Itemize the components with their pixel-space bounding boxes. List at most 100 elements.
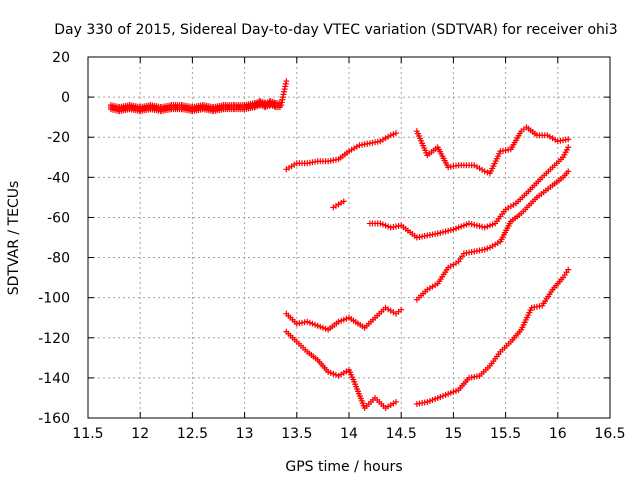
x-tick-label: 15.5 (490, 426, 521, 442)
data-point (547, 184, 554, 191)
data-point (496, 150, 503, 157)
data-point (450, 226, 457, 233)
data-point (495, 351, 502, 358)
x-tick-label: 11.5 (72, 426, 103, 442)
data-point (322, 158, 329, 165)
data-point (444, 162, 451, 169)
x-tick-label: 13.5 (281, 426, 312, 442)
data-point (432, 145, 439, 152)
data-point (312, 355, 319, 362)
data-point (312, 158, 319, 165)
data-point (489, 221, 496, 228)
tick-labels: 11.5 12 12.5 13 13.5 14 14.5 15 15.5 16 16.5 20 0 -20… (38, 50, 625, 442)
data-point (484, 223, 491, 230)
data-point (484, 169, 491, 176)
data-point (552, 136, 559, 143)
data-point (471, 221, 478, 228)
y-tick-label: -140 (38, 371, 70, 387)
data-point (323, 366, 330, 373)
x-tick-label: 12.5 (177, 426, 208, 442)
data-point (484, 245, 491, 252)
data-point (385, 133, 392, 140)
data-point (411, 232, 418, 239)
y-tick-label: -80 (47, 251, 70, 267)
data-point (317, 323, 324, 330)
data-point (557, 156, 564, 163)
data-point (338, 199, 345, 206)
data-point (395, 308, 402, 315)
data-point (343, 368, 350, 375)
data-point (468, 221, 475, 228)
data-point (479, 247, 486, 254)
data-point (445, 227, 452, 234)
data-point (350, 376, 357, 383)
data-point (276, 104, 283, 111)
data-point (332, 156, 339, 163)
data-point (563, 146, 570, 153)
data-point (301, 160, 308, 167)
data-point (309, 320, 316, 327)
data-point (301, 319, 308, 326)
y-tick-label: 0 (61, 90, 70, 106)
data-point (370, 316, 377, 323)
data-point (432, 282, 439, 289)
data-point (291, 336, 298, 343)
data-point (459, 253, 466, 260)
data-point (453, 225, 460, 232)
data-point (343, 149, 350, 156)
data-point (453, 162, 460, 169)
y-tick-label: -100 (38, 291, 70, 307)
data-point (466, 220, 473, 227)
data-point (486, 222, 493, 229)
data-point (382, 222, 389, 229)
data-point (531, 196, 538, 203)
data-point (319, 324, 326, 331)
data-point (548, 288, 555, 295)
data-point (563, 269, 570, 276)
data-point (494, 240, 501, 247)
data-point (291, 318, 298, 325)
data-point (392, 130, 399, 137)
data-point (505, 146, 512, 153)
data-point (521, 192, 528, 199)
data-point (557, 175, 564, 182)
data-point (536, 303, 543, 310)
data-point (541, 132, 548, 139)
data-point (476, 223, 483, 230)
data-point (322, 325, 329, 332)
data-point (282, 80, 289, 87)
data-point (479, 223, 486, 230)
chart-title: Day 330 of 2015, Sidereal Day-to-day VTE… (54, 22, 617, 38)
data-point (463, 221, 470, 228)
data-point (306, 319, 313, 326)
plot-frame (87, 56, 611, 419)
data-point (327, 369, 334, 376)
data-point (421, 232, 428, 239)
data-point (390, 400, 397, 407)
data-point (333, 320, 340, 327)
y-tick-label: -40 (47, 170, 70, 186)
data-point (423, 149, 430, 156)
data-point (340, 316, 347, 323)
x-tick-label: 14 (340, 426, 358, 442)
data-point (479, 166, 486, 173)
y-tick-label: -60 (47, 210, 70, 226)
data-point (374, 220, 381, 227)
data-point (437, 229, 444, 236)
y-tick-label: 20 (52, 50, 70, 66)
data-point (302, 346, 309, 353)
data-point (510, 201, 517, 208)
data-point (455, 224, 462, 231)
data-point (429, 396, 436, 403)
data-point (312, 321, 319, 328)
data-point (439, 392, 446, 399)
data-point (447, 389, 454, 396)
data-point (506, 220, 513, 227)
data-point (379, 221, 386, 228)
data-point (562, 136, 569, 143)
data-point (473, 222, 480, 229)
data-point (558, 276, 565, 283)
data-point (432, 230, 439, 237)
